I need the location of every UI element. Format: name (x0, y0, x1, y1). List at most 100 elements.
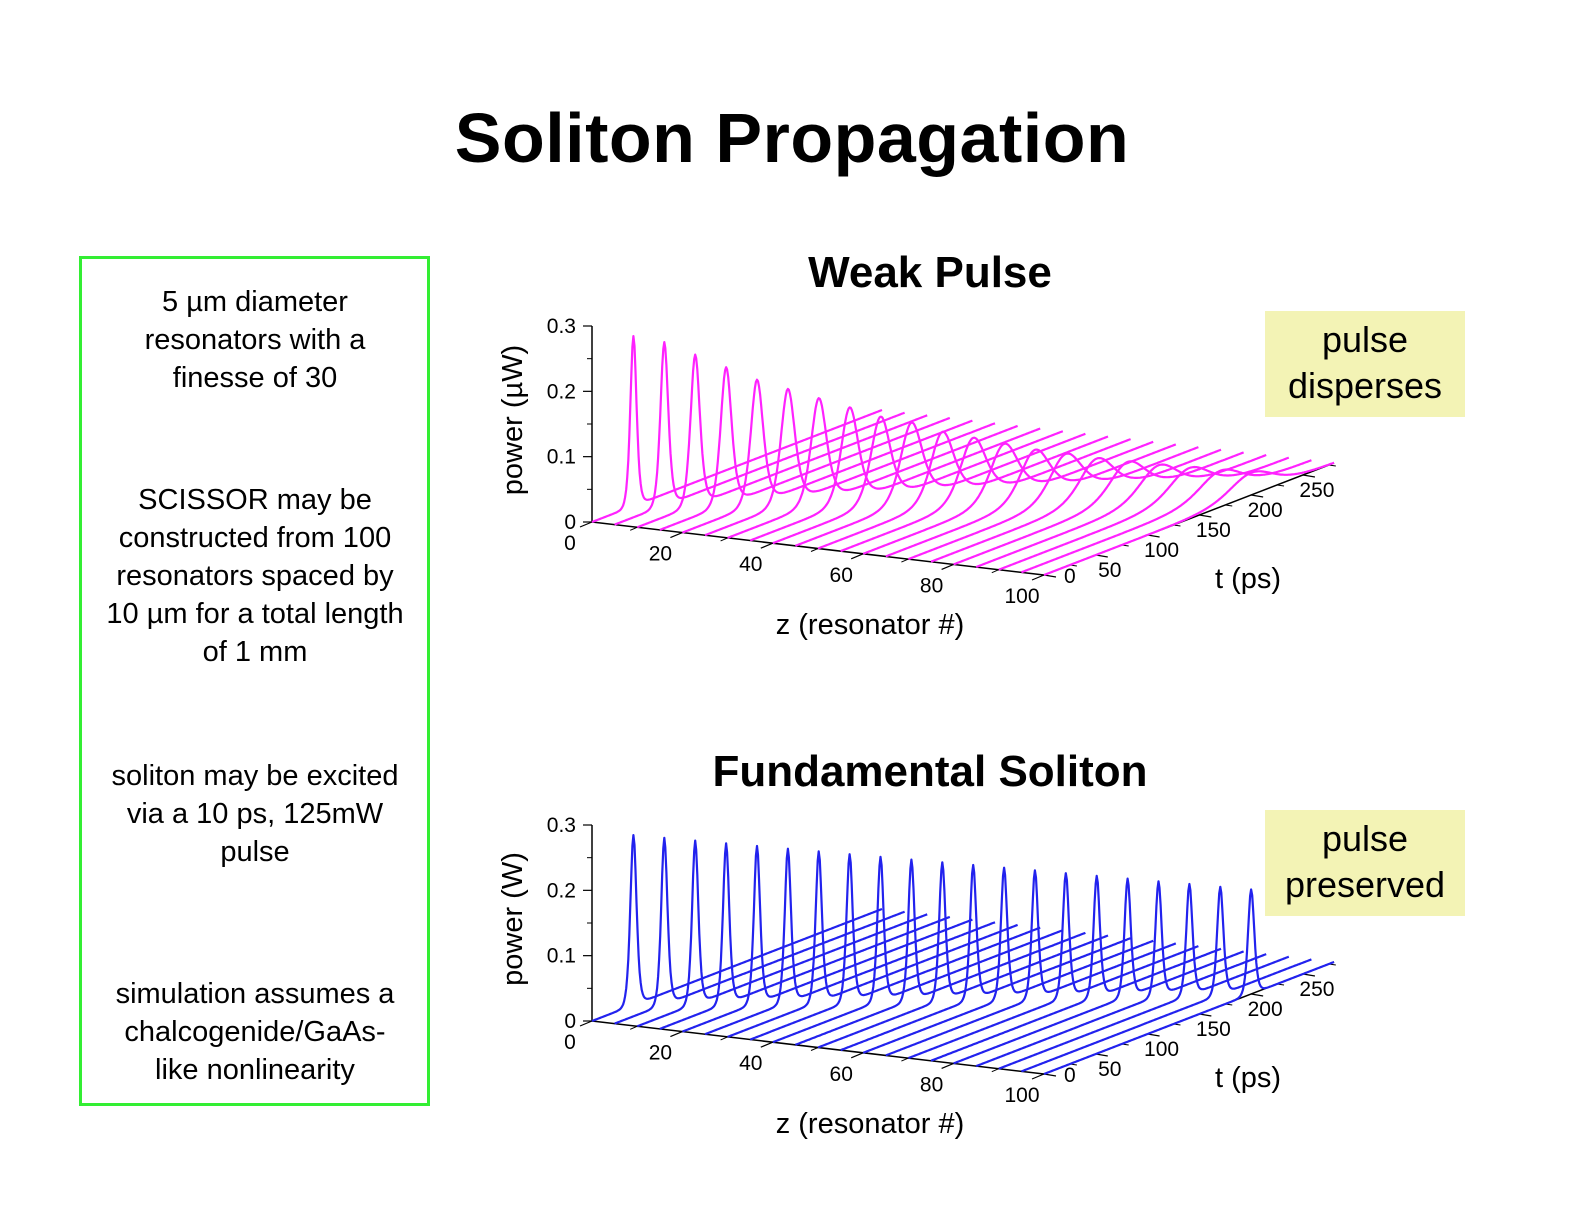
z-axis-tick-label: 40 (739, 1052, 762, 1075)
t-axis-tick-label: 200 (1248, 499, 1283, 522)
series-trace (1043, 888, 1335, 1076)
power-axis-label: power (W) (497, 852, 529, 986)
t-axis-tick-label: 0 (1064, 565, 1076, 588)
t-axis-tick-label: 100 (1144, 539, 1179, 562)
z-axis-label: z (resonator #) (776, 609, 965, 641)
t-axis-tick (1251, 494, 1264, 498)
power-axis-label: power (µW) (497, 345, 529, 495)
z-axis-minor-tick (720, 1036, 728, 1041)
series-trace (727, 397, 1019, 539)
note-nonlinearity: simulation assumes a chalcogenide/GaAs- … (115, 978, 395, 1086)
z-axis-minor-tick (630, 1025, 638, 1030)
t-axis-minor-tick (1225, 504, 1233, 507)
waterfall-plot-fundamental-soliton: 0 20 40 60 80 100 z (resonator #) 0 50 100 150 200 2… (497, 814, 1336, 1140)
z-axis-minor-tick (991, 1068, 999, 1073)
info-box: 5 µm diameter resonators with a finesse … (79, 256, 430, 1106)
callout-pulse-disperses: pulse disperses (1265, 311, 1465, 417)
series-trace (1043, 461, 1335, 577)
series-trace (975, 453, 1267, 569)
z-axis-minor-tick (901, 558, 909, 563)
z-axis-minor-tick (720, 537, 728, 542)
t-axis-tick (1302, 474, 1316, 478)
z-axis-tick-label: 60 (830, 1063, 853, 1086)
z-axis-tick-label: 100 (1004, 1084, 1039, 1107)
series-trace (749, 406, 1041, 542)
z-axis-tick (850, 1052, 864, 1059)
series-trace (794, 421, 1086, 547)
power-axis-tick-label: 0 (564, 511, 576, 534)
z-axis-tick-label: 60 (830, 564, 853, 587)
t-axis-tick-label: 250 (1299, 479, 1334, 502)
power-axis-tick-label: 0.3 (547, 315, 576, 338)
series-trace (659, 366, 951, 531)
t-axis-label: t (ps) (1215, 563, 1281, 595)
series-trace (885, 869, 1177, 1057)
z-axis-label: z (resonator #) (776, 1108, 965, 1140)
series-trace (930, 874, 1222, 1062)
note-soliton-excitation: soliton may be excited via a 10 ps, 125m… (111, 760, 399, 868)
z-axis-tick (670, 1031, 683, 1038)
z-axis-tick (850, 553, 864, 560)
t-axis-tick-label: 150 (1196, 519, 1231, 542)
waterfall-plot-weak-pulse: 0 20 40 60 80 100 z (resonator #) 0 50 100 150 200 2… (497, 315, 1336, 641)
z-axis-minor-tick (991, 569, 999, 574)
series-trace (681, 378, 973, 534)
callout-pulse-preserved: pulse preserved (1265, 810, 1465, 916)
z-axis-minor-tick (901, 1057, 909, 1062)
power-axis-tick-label: 0.2 (547, 380, 576, 403)
power-axis-tick-label: 0 (564, 1010, 576, 1033)
series-trace (907, 446, 1199, 561)
series-trace (998, 456, 1290, 571)
chart-title-weak-pulse: Weak Pulse (808, 248, 1052, 297)
z-axis-tick (760, 1041, 774, 1048)
z-axis-minor-tick (810, 1047, 819, 1051)
z-axis-tick-label: 100 (1004, 585, 1039, 608)
series-trace (862, 866, 1154, 1054)
series-trace (817, 430, 1109, 550)
z-axis-tick (941, 563, 954, 570)
note-scissor: SCISSOR may be constructed from 100 reso… (106, 484, 404, 668)
t-axis-tick-label: 150 (1196, 1018, 1231, 1041)
t-axis-tick-label: 200 (1248, 998, 1283, 1021)
z-axis-tick-label: 80 (920, 1073, 943, 1096)
series-trace (591, 335, 883, 524)
series-trace (794, 858, 1086, 1046)
series-trace (953, 451, 1245, 566)
power-axis-tick-label: 0.1 (547, 446, 576, 469)
z-axis-tick-label: 0 (564, 532, 576, 555)
t-axis-tick-label: 100 (1144, 1038, 1179, 1061)
t-axis-tick-label: 250 (1299, 978, 1334, 1001)
t-axis-minor-tick (1276, 484, 1285, 487)
series-trace (636, 353, 928, 529)
series-trace (817, 861, 1109, 1049)
t-axis-tick-label: 50 (1098, 559, 1121, 582)
power-axis-tick-label: 0.3 (547, 814, 576, 837)
z-axis-tick (1031, 574, 1045, 581)
series-trace (704, 387, 996, 537)
series-trace (659, 842, 951, 1030)
series-trace (998, 882, 1290, 1070)
t-axis-tick (1199, 514, 1212, 518)
series-trace (907, 872, 1199, 1060)
z-axis-tick (1031, 1073, 1045, 1080)
series-trace (840, 863, 1132, 1052)
series-trace (772, 855, 1064, 1044)
t-axis-tick (1147, 534, 1160, 538)
series-trace (1020, 459, 1312, 574)
z-axis-minor-tick (810, 548, 819, 552)
series-trace (681, 844, 973, 1033)
t-axis-label: t (ps) (1215, 1062, 1281, 1094)
slide-title: Soliton Propagation (454, 99, 1130, 177)
series-trace (591, 834, 883, 1023)
z-axis-tick-label: 80 (920, 574, 943, 597)
z-axis-tick (941, 1062, 954, 1069)
chart-title-fundamental-soliton: Fundamental Soliton (712, 747, 1148, 796)
z-axis-tick-label: 20 (649, 543, 672, 566)
t-axis-tick-label: 50 (1098, 1058, 1121, 1081)
series-trace (614, 836, 906, 1025)
power-axis-tick-label: 0.1 (547, 945, 576, 968)
z-axis-tick-label: 20 (649, 1042, 672, 1065)
power-axis-tick-label: 0.2 (547, 879, 576, 902)
z-axis-tick-label: 40 (739, 553, 762, 576)
series-trace (772, 415, 1064, 545)
